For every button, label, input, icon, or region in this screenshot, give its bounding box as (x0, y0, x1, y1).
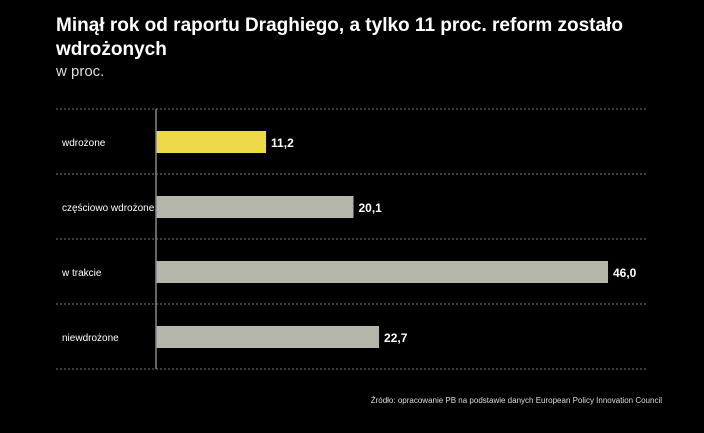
value-label: 20,1 (359, 201, 383, 215)
category-label: w trakcie (61, 268, 102, 279)
source-note: Źródło: opracowanie PB na podstawie dany… (370, 396, 662, 405)
bar (156, 196, 354, 218)
value-label: 46,0 (613, 266, 637, 280)
bar (156, 131, 267, 153)
bar (156, 261, 608, 283)
chart-subtitle: w proc. (56, 63, 105, 80)
bar (156, 326, 380, 348)
category-label: niewdrożone (62, 333, 119, 344)
value-label: 22,7 (384, 331, 408, 345)
category-label: wdrożone (61, 138, 106, 149)
value-label: 11,2 (271, 136, 294, 150)
chart-title: Minął rok od raportu Draghiego, a tylko … (56, 15, 623, 60)
category-label: częściowo wdrożone (62, 203, 155, 214)
